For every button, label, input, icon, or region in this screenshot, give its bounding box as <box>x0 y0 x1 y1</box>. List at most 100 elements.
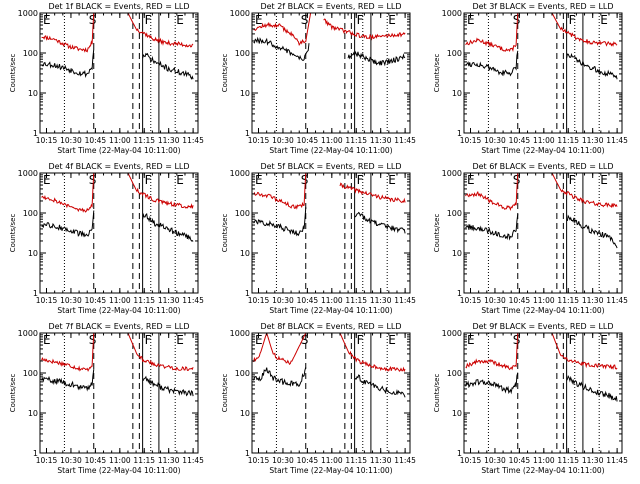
x-tick-label: 10:15 <box>248 296 270 305</box>
x-tick-label: 10:45 <box>509 136 531 145</box>
y-tick-label: 100 <box>447 369 462 378</box>
series-lld <box>41 333 95 372</box>
y-tick-label: 10 <box>240 409 250 418</box>
y-axis-label: Counts/sec <box>221 54 229 93</box>
y-axis-label: Counts/sec <box>433 374 441 413</box>
series-events <box>41 369 95 392</box>
marker-label: S <box>301 13 309 27</box>
panel-det-2f: Det 2f BLACK = Events, RED = LLD E S F E 1 10 1… <box>221 2 416 155</box>
y-tick-label: 10 <box>28 89 38 98</box>
series-lld <box>551 13 618 47</box>
series-events <box>465 50 519 77</box>
series-events <box>142 375 194 397</box>
x-axis-label: Start Time (22-May-04 10:11:00) <box>481 466 604 475</box>
x-tick-label: 11:30 <box>370 456 392 465</box>
x-tick-label: 10:30 <box>272 296 294 305</box>
marker-label: E <box>43 173 51 187</box>
x-tick-label: 10:15 <box>460 136 482 145</box>
x-tick-label: 10:15 <box>36 136 58 145</box>
panel-title: Det 7f BLACK = Events, RED = LLD <box>48 322 189 331</box>
x-axis-label: Start Time (22-May-04 10:11:00) <box>481 306 604 315</box>
marker-label: F <box>357 333 364 347</box>
y-tick-label: 1 <box>245 129 250 138</box>
marker-label: E <box>255 13 263 27</box>
plot-frame <box>463 172 623 294</box>
y-tick-label: 10 <box>28 249 38 258</box>
series-lld <box>253 173 307 210</box>
x-tick-label: 11:15 <box>557 136 579 145</box>
x-tick-label: 11:30 <box>158 296 180 305</box>
marker-label: E <box>467 333 475 347</box>
x-tick-label: 11:30 <box>582 296 604 305</box>
panel-det-6f: Det 6f BLACK = Events, RED = LLD E S F E 1 10 1… <box>433 162 628 315</box>
marker-label: E <box>176 173 184 187</box>
x-tick-label: 10:45 <box>85 296 107 305</box>
marker-label: F <box>145 173 152 187</box>
marker-label: E <box>388 333 396 347</box>
x-tick-label: 10:45 <box>297 136 319 145</box>
x-tick-label: 10:30 <box>272 136 294 145</box>
series-events <box>354 374 406 398</box>
x-tick-label: 11:45 <box>606 456 628 465</box>
x-tick-label: 11:15 <box>557 296 579 305</box>
marker-label: E <box>255 333 263 347</box>
marker-label: S <box>513 333 521 347</box>
series-lld <box>127 333 194 371</box>
panel-det-4f: Det 4f BLACK = Events, RED = LLD E S F E 1 10 1… <box>9 162 204 315</box>
marker-label: E <box>388 173 396 187</box>
panel-title: Det 6f BLACK = Events, RED = LLD <box>472 162 613 171</box>
y-tick-label: 100 <box>447 49 462 58</box>
y-tick-label: 100 <box>447 209 462 218</box>
panel-det-1f: Det 1f BLACK = Events, RED = LLD E S F E 1 10 1… <box>9 2 204 155</box>
marker-label: S <box>89 173 97 187</box>
series-events <box>253 207 307 237</box>
series-events <box>566 52 618 80</box>
y-axis-label: Counts/sec <box>9 374 17 413</box>
y-axis-label: Counts/sec <box>433 214 441 253</box>
y-tick-label: 100 <box>23 49 38 58</box>
y-axis-label: Counts/sec <box>9 54 17 93</box>
x-axis-label: Start Time (22-May-04 10:11:00) <box>57 306 180 315</box>
y-tick-label: 1 <box>33 449 38 458</box>
marker-label: E <box>600 173 608 187</box>
y-tick-label: 100 <box>235 369 250 378</box>
plot-frame <box>39 12 199 134</box>
series-lld <box>253 13 312 46</box>
x-tick-label: 11:30 <box>582 456 604 465</box>
series-lld <box>127 13 194 48</box>
marker-label: F <box>569 333 576 347</box>
x-tick-label: 11:45 <box>182 456 204 465</box>
marker-label: S <box>89 13 97 27</box>
series-events <box>142 212 194 242</box>
x-tick-label: 10:15 <box>460 456 482 465</box>
plot-frame <box>39 172 199 294</box>
series-events <box>142 52 194 80</box>
series-lld <box>41 173 95 213</box>
x-tick-label: 10:45 <box>85 456 107 465</box>
panel-title: Det 2f BLACK = Events, RED = LLD <box>260 2 401 11</box>
x-tick-label: 10:30 <box>272 456 294 465</box>
x-tick-label: 11:45 <box>182 296 204 305</box>
x-tick-label: 10:45 <box>509 456 531 465</box>
x-tick-label: 10:45 <box>509 296 531 305</box>
series-lld <box>127 173 194 209</box>
y-tick-label: 1 <box>33 129 38 138</box>
x-tick-label: 10:30 <box>484 456 506 465</box>
x-tick-label: 11:00 <box>533 296 555 305</box>
x-tick-label: 11:00 <box>321 456 343 465</box>
y-tick-label: 1 <box>457 449 462 458</box>
series-lld <box>551 173 618 208</box>
y-axis-label: Counts/sec <box>9 214 17 253</box>
y-tick-label: 1000 <box>442 329 462 338</box>
x-tick-label: 11:00 <box>109 456 131 465</box>
x-tick-label: 11:45 <box>182 136 204 145</box>
plot-frame <box>251 332 411 454</box>
y-tick-label: 1000 <box>18 169 38 178</box>
y-tick-label: 1 <box>245 449 250 458</box>
x-tick-label: 11:00 <box>109 136 131 145</box>
marker-label: E <box>176 333 184 347</box>
y-tick-label: 100 <box>23 209 38 218</box>
y-axis-label: Counts/sec <box>221 374 229 413</box>
